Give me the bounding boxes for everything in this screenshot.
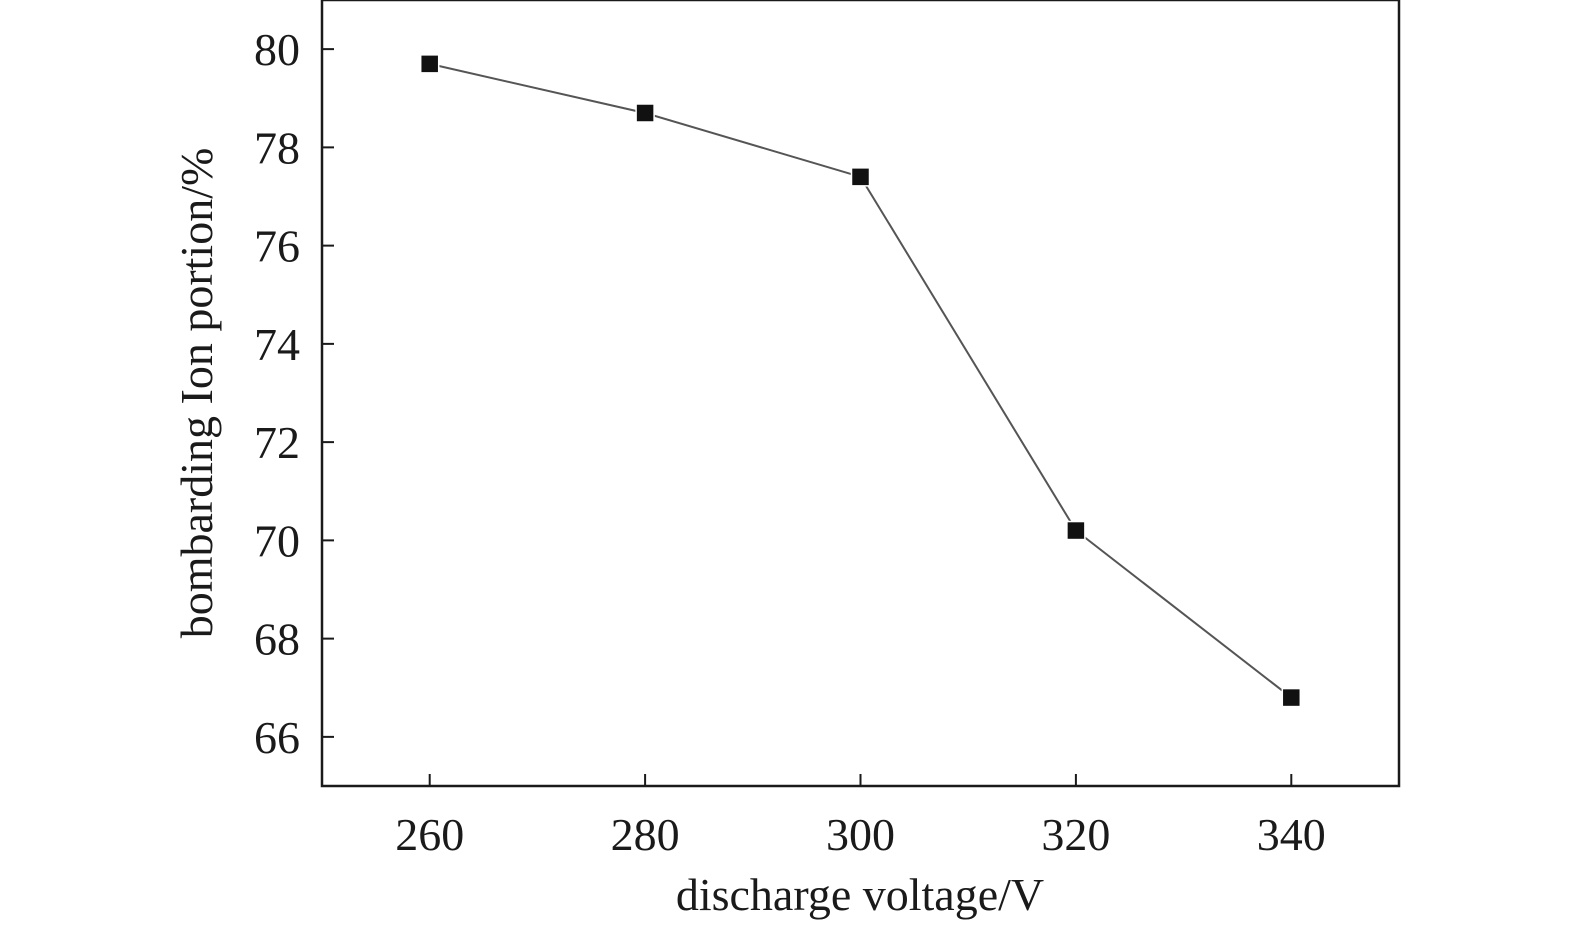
y-tick-label: 80 [254, 24, 300, 75]
x-tick-label: 340 [1257, 809, 1326, 860]
plot-frame [320, 0, 1401, 788]
data-point-marker [850, 167, 871, 187]
series-line [429, 62, 1292, 699]
data-point-marker [1066, 520, 1086, 541]
data-point-marker [419, 54, 440, 74]
x-axis-title: discharge voltage/V [676, 869, 1044, 920]
x-tick-label: 320 [1041, 809, 1110, 860]
data-point-marker [635, 103, 655, 123]
y-tick-label: 68 [254, 614, 300, 665]
y-tick-label: 66 [254, 712, 300, 763]
series-markers [419, 54, 1302, 708]
x-tick-label: 300 [826, 809, 895, 860]
y-tick-label: 70 [254, 515, 300, 566]
data-point-marker [1281, 687, 1302, 708]
y-tick-label: 72 [254, 417, 300, 468]
y-tick-label: 78 [254, 122, 300, 173]
x-tick-label: 260 [395, 809, 464, 860]
y-axis-title: bombarding Ion portion/% [171, 148, 222, 639]
x-axis-ticks: 260 280 300 320 340 [395, 774, 1326, 860]
y-axis-ticks: 66 68 70 72 74 76 78 80 [254, 24, 334, 763]
y-tick-label: 74 [254, 319, 300, 370]
x-tick-label: 280 [611, 809, 680, 860]
y-tick-label: 76 [254, 221, 300, 272]
